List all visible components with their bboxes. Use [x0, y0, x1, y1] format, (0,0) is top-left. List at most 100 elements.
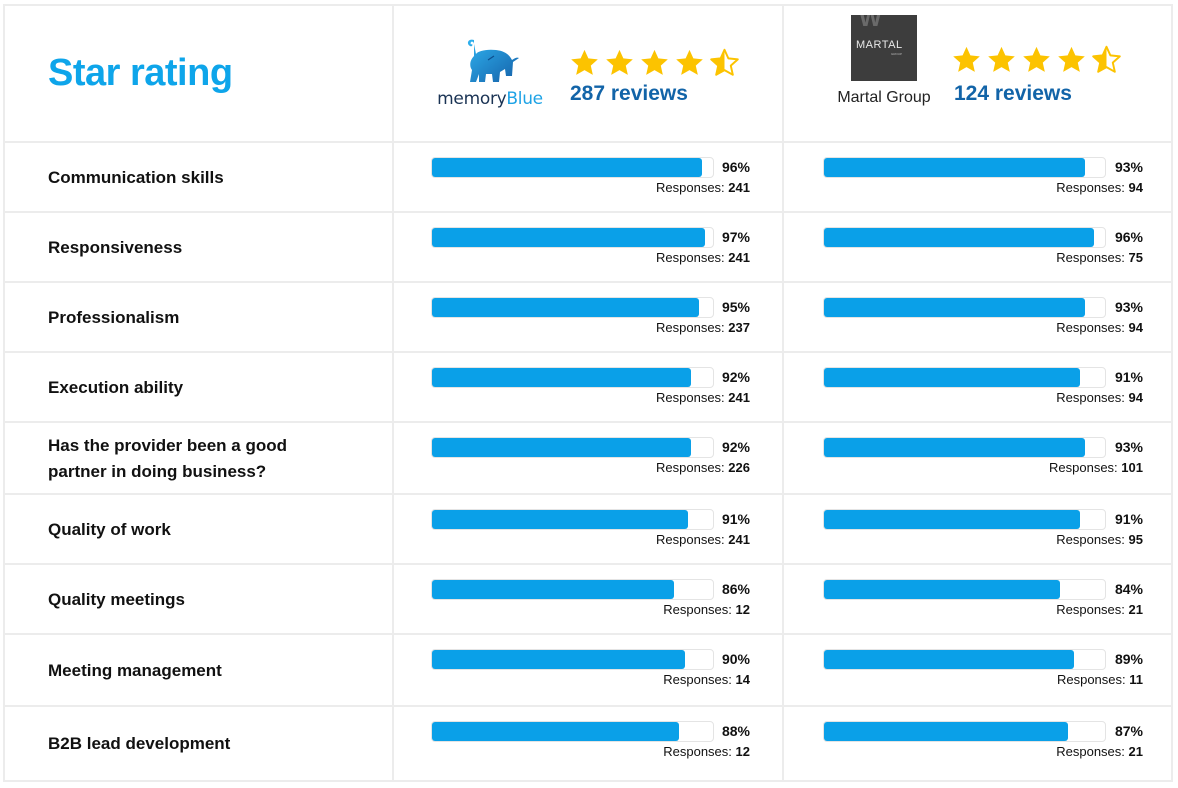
table-row-meeting-management: Meeting management 90% Responses: 14 89%…	[5, 635, 1171, 707]
martal-logo-text: MARTAL	[856, 39, 903, 51]
responses-prefix: Responses:	[1056, 672, 1126, 687]
score-cell-memoryblue: 86% Responses: 12	[394, 565, 784, 633]
criterion-label: Quality of work	[48, 520, 171, 539]
provider-logo-memoryblue[interactable]: memoryBlue	[430, 36, 550, 116]
score-cell-martal: 93% Responses: 94	[784, 143, 1171, 211]
provider-header-martal: W MARTAL GROUP Martal Group 124 reviews	[784, 6, 1171, 141]
criterion-cell: Responsiveness	[5, 213, 394, 281]
provider-name-martal: Martal Group	[837, 89, 931, 106]
responses-prefix: Responses:	[656, 320, 725, 335]
score-bar-track	[431, 157, 714, 178]
score-bar-fill	[824, 438, 1086, 457]
responses-count: Responses: 11	[1003, 672, 1143, 687]
table-row-b2b-lead-development: B2B lead development 88% Responses: 12 8…	[5, 707, 1171, 780]
responses-count: Responses: 21	[1003, 602, 1143, 617]
responses-prefix: Responses:	[656, 532, 725, 547]
star-rating-martal	[952, 45, 1121, 74]
score-cell-memoryblue: 97% Responses: 241	[394, 213, 784, 281]
responses-value: 226	[728, 460, 750, 475]
score-bar-track	[823, 227, 1106, 248]
header-row: Star rating memoryBlue	[5, 6, 1171, 143]
responses-value: 95	[1128, 532, 1143, 547]
responses-value: 94	[1128, 180, 1143, 195]
responses-value: 94	[1128, 390, 1143, 405]
score-cell-memoryblue: 88% Responses: 12	[394, 707, 784, 780]
score-cell-memoryblue: 95% Responses: 237	[394, 283, 784, 351]
score-bar-fill	[432, 298, 699, 317]
table-row-professionalism: Professionalism 95% Responses: 237 93% R…	[5, 283, 1171, 353]
star-rating-comparison-table: Star rating memoryBlue	[3, 4, 1173, 782]
table-row-good-partner: Has the provider been a good partner in …	[5, 423, 1171, 495]
responses-count: Responses: 241	[610, 532, 750, 547]
star-full-icon	[988, 46, 1015, 72]
criterion-label: B2B lead development	[48, 733, 231, 753]
responses-count: Responses: 94	[1003, 180, 1143, 195]
score-percent: 91%	[1114, 511, 1143, 527]
header-title-cell: Star rating	[5, 6, 394, 141]
score-cell-martal: 93% Responses: 101	[784, 423, 1171, 493]
star-full-icon	[1058, 46, 1085, 72]
score-bar-track	[431, 721, 714, 742]
responses-prefix: Responses:	[1056, 602, 1125, 617]
criterion-cell: Execution ability	[5, 353, 394, 421]
provider-logo-martal[interactable]: W MARTAL GROUP Martal Group	[828, 15, 940, 115]
responses-prefix: Responses:	[663, 672, 732, 687]
score-bar-track	[431, 437, 714, 458]
score-bar-fill	[432, 510, 688, 529]
criterion-cell: Meeting management	[5, 635, 394, 705]
responses-count: Responses: 241	[610, 180, 750, 195]
score-cell-memoryblue: 92% Responses: 226	[394, 423, 784, 493]
responses-prefix: Responses:	[656, 180, 725, 195]
criterion-label: Meeting management	[48, 661, 222, 680]
reviews-link-memoryblue[interactable]: 287 reviews	[570, 82, 688, 105]
score-percent: 87%	[1114, 723, 1143, 739]
score-bar-track	[823, 437, 1106, 458]
score-bar-track	[431, 579, 714, 600]
responses-value: 101	[1121, 460, 1143, 475]
score-bar-fill	[432, 650, 685, 669]
score-bar-track	[431, 509, 714, 530]
score-bar-track	[823, 649, 1106, 670]
score-bar-fill	[824, 368, 1080, 387]
score-percent: 91%	[721, 511, 750, 527]
responses-value: 11	[1129, 672, 1143, 687]
score-bar-fill	[432, 580, 674, 599]
star-full-icon	[606, 49, 633, 75]
responses-count: Responses: 237	[610, 320, 750, 335]
star-rating-memoryblue	[570, 48, 739, 77]
score-cell-memoryblue: 91% Responses: 241	[394, 495, 784, 563]
criterion-cell: Quality meetings	[5, 565, 394, 633]
responses-count: Responses: 12	[610, 602, 750, 617]
responses-value: 21	[1128, 602, 1143, 617]
score-bar-track	[431, 227, 714, 248]
page-title: Star rating	[48, 52, 233, 94]
score-percent: 93%	[1114, 439, 1143, 455]
responses-count: Responses: 101	[1003, 460, 1143, 475]
score-cell-memoryblue: 96% Responses: 241	[394, 143, 784, 211]
responses-prefix: Responses:	[1056, 250, 1125, 265]
criterion-cell: Quality of work	[5, 495, 394, 563]
score-bar-track	[823, 367, 1106, 388]
score-bar-fill	[432, 722, 680, 741]
responses-value: 241	[728, 180, 750, 195]
criterion-cell: Has the provider been a good partner in …	[5, 423, 394, 493]
table-row-execution-ability: Execution ability 92% Responses: 241 91%…	[5, 353, 1171, 423]
criterion-label: Has the provider been a good partner in …	[48, 436, 287, 481]
score-cell-martal: 84% Responses: 21	[784, 565, 1171, 633]
responses-value: 12	[735, 744, 750, 759]
reviews-link-martal[interactable]: 124 reviews	[954, 82, 1072, 105]
responses-value: 14	[735, 672, 750, 687]
score-percent: 91%	[1114, 369, 1143, 385]
star-half-icon	[1092, 45, 1121, 73]
score-bar-track	[823, 579, 1106, 600]
score-bar-fill	[824, 650, 1075, 669]
score-bar-fill	[824, 722, 1069, 741]
score-cell-martal: 89% Responses: 11	[784, 635, 1171, 705]
responses-value: 94	[1128, 320, 1143, 335]
score-percent: 96%	[721, 159, 750, 175]
martal-logo-subtext: GROUP	[891, 52, 903, 56]
criterion-cell: Professionalism	[5, 283, 394, 351]
provider-header-memoryblue: memoryBlue 287 reviews	[394, 6, 784, 141]
score-cell-memoryblue: 92% Responses: 241	[394, 353, 784, 421]
responses-count: Responses: 75	[1003, 250, 1143, 265]
